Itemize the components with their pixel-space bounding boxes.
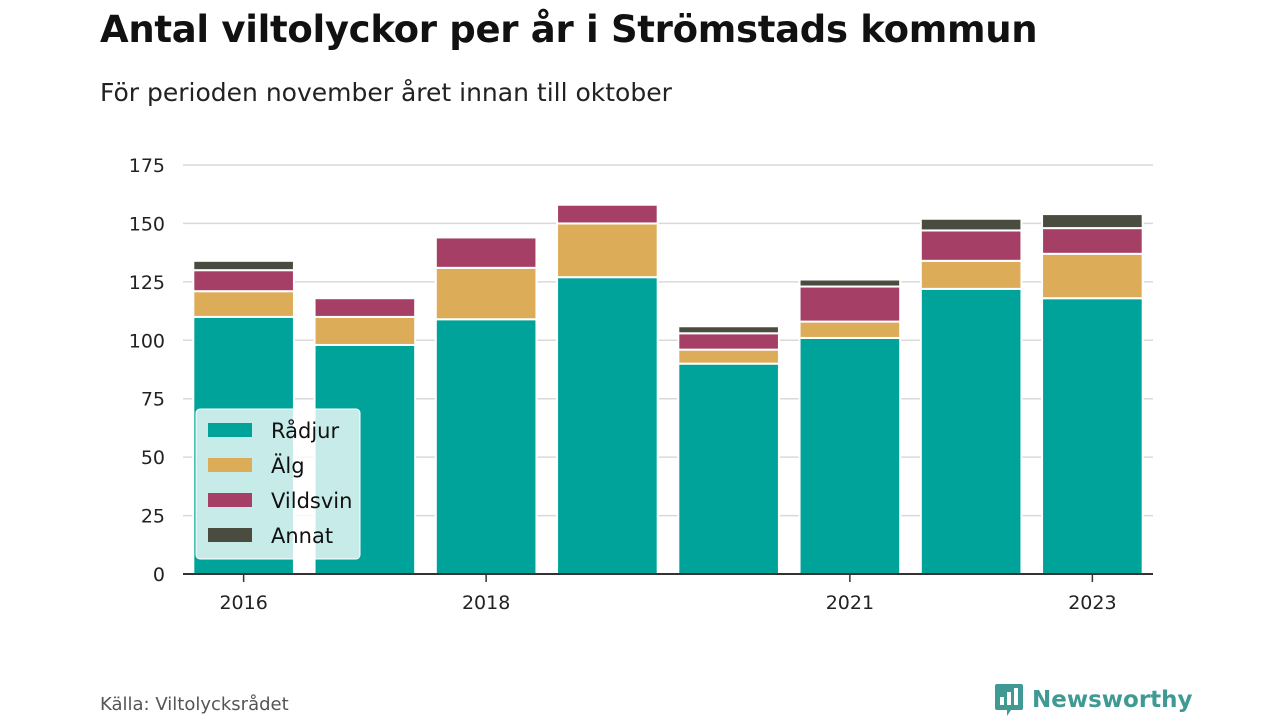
bar-segment [798,278,902,288]
legend-label: Vildsvin [271,489,352,513]
bar-segment [313,297,417,318]
bar-segment [556,203,659,225]
newsworthy-icon [995,684,1023,716]
y-tick-label: 100 [129,330,165,352]
chart-title: Antal viltolyckor per år i Strömstads ko… [100,8,1038,51]
bar-segment [798,336,902,575]
legend-label: Rådjur [271,418,339,443]
bar-segment [677,348,780,365]
x-tick-label: 2021 [826,592,874,614]
bar-segment [1041,297,1144,575]
x-tick-label: 2016 [219,592,267,614]
bar-segment [1041,213,1144,230]
source-note: Källa: Viltolycksrådet [100,694,289,715]
bar-segment [192,290,295,318]
bar-segment [434,266,538,321]
x-tick-label: 2018 [462,592,510,614]
y-tick-label: 50 [141,447,165,469]
bar-segment [556,222,659,279]
brand-logo: Newsworthy [994,683,1193,717]
bar-segment [677,332,780,351]
y-tick-label: 75 [141,389,165,411]
legend-box [195,408,361,560]
legend-swatch [208,423,252,437]
bar-segment [192,259,295,272]
axes: 0 25 50 75 100 125 150 175 2016 2018 2021 2023 [129,155,1153,614]
bar-segment [1041,252,1144,300]
bar-segment [434,236,538,269]
bar-segment [556,276,659,575]
legend-label: Annat [271,524,333,548]
chart-subtitle: För perioden november året innan till ok… [100,78,672,107]
stacked-bar-chart: 0 25 50 75 100 125 150 175 2016 2018 2021 2023 Rådj… [129,155,1153,614]
y-tick-label: 0 [153,564,165,586]
legend-swatch [208,493,252,507]
bar-segment [192,269,295,293]
y-tick-label: 125 [129,272,165,294]
bar-segment [677,325,780,335]
bar-segment [919,217,1023,232]
y-tick-label: 175 [129,155,165,177]
y-tick-label: 150 [129,213,165,235]
bar-segment [798,320,902,339]
legend-label: Älg [271,453,305,478]
bar-segment [919,259,1023,290]
legend: Rådjur Älg Vildsvin Annat [195,408,361,560]
brand-name: Newsworthy [1032,687,1193,713]
bar-segment [434,318,538,575]
legend-swatch [208,458,252,472]
bar-segment [313,315,417,346]
legend-swatch [208,528,252,542]
x-tick-label: 2023 [1068,592,1116,614]
bar-segment [919,229,1023,262]
y-tick-label: 25 [141,506,165,528]
bar-segment [677,362,780,575]
bar-segment [1041,227,1144,255]
bar-segment [919,287,1023,575]
bar-segment [798,285,902,323]
